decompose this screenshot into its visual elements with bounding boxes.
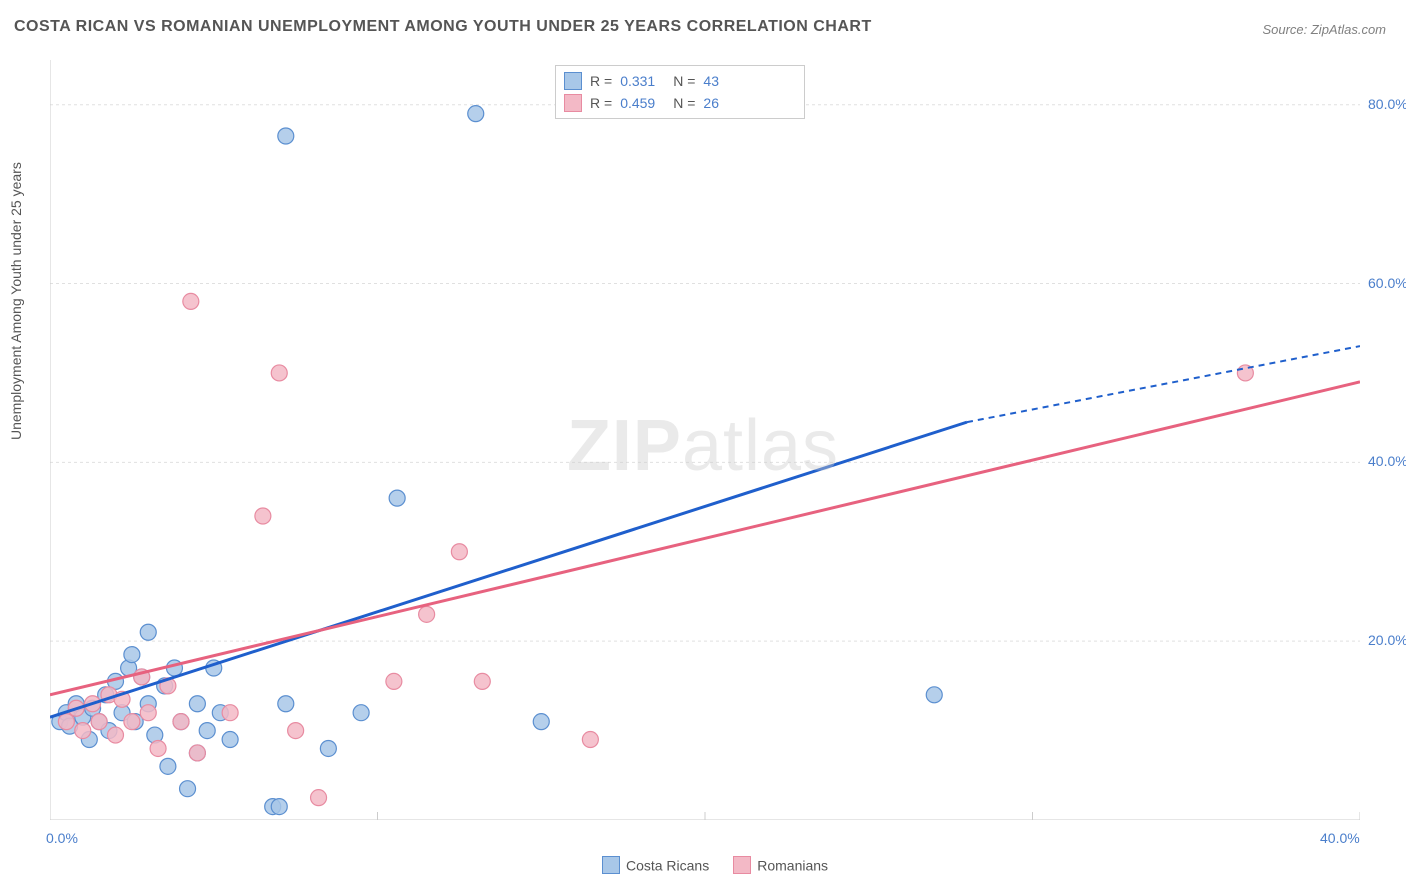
stats-r-label: R = — [590, 73, 612, 89]
stats-n-value: 26 — [703, 95, 719, 111]
y-tick-label: 80.0% — [1368, 96, 1406, 112]
stats-n-value: 43 — [703, 73, 719, 89]
stats-r-value: 0.331 — [620, 73, 655, 89]
stats-r-label: R = — [590, 95, 612, 111]
y-tick-label: 40.0% — [1368, 453, 1406, 469]
x-tick-label: 0.0% — [46, 830, 78, 846]
stats-n-label: N = — [673, 95, 695, 111]
legend-label: Romanians — [757, 857, 828, 873]
x-tick-label: 40.0% — [1320, 830, 1360, 846]
y-tick-label: 60.0% — [1368, 275, 1406, 291]
stats-row: R = 0.331 N = 43 — [564, 70, 796, 92]
chart-title: COSTA RICAN VS ROMANIAN UNEMPLOYMENT AMO… — [14, 18, 872, 36]
series-legend: Costa Ricans Romanians — [0, 856, 1406, 874]
legend-label: Costa Ricans — [626, 857, 709, 873]
y-tick-label: 20.0% — [1368, 632, 1406, 648]
y-axis-label: Unemployment Among Youth under 25 years — [8, 162, 24, 440]
stats-swatch — [564, 72, 582, 90]
stats-row: R = 0.459 N = 26 — [564, 92, 796, 114]
scatter-chart — [50, 60, 1360, 820]
stats-legend: R = 0.331 N = 43 R = 0.459 N = 26 — [555, 65, 805, 119]
stats-n-label: N = — [673, 73, 695, 89]
chart-area — [50, 60, 1360, 820]
stats-r-value: 0.459 — [620, 95, 655, 111]
legend-swatch — [733, 856, 751, 874]
stats-swatch — [564, 94, 582, 112]
legend-swatch — [602, 856, 620, 874]
source-label: Source: ZipAtlas.com — [1262, 22, 1386, 37]
